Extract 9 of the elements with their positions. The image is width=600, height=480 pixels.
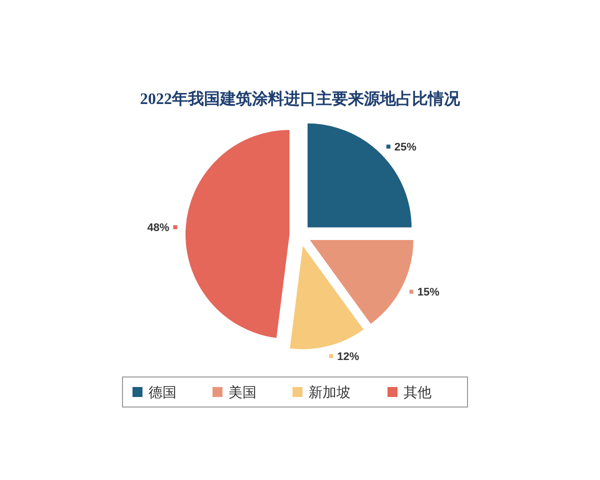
chart-title: 2022年我国建筑涂料进口主要来源地占比情况 (140, 89, 461, 108)
data-label: 12% (337, 351, 360, 364)
legend-label: 德国 (148, 384, 176, 400)
legend-label: 其他 (404, 384, 432, 400)
legend-label: 新加坡 (308, 384, 350, 400)
data-label: 15% (417, 286, 440, 299)
legend-label: 美国 (228, 384, 256, 400)
data-label: 25% (394, 142, 417, 154)
data-label: 48% (147, 222, 170, 234)
